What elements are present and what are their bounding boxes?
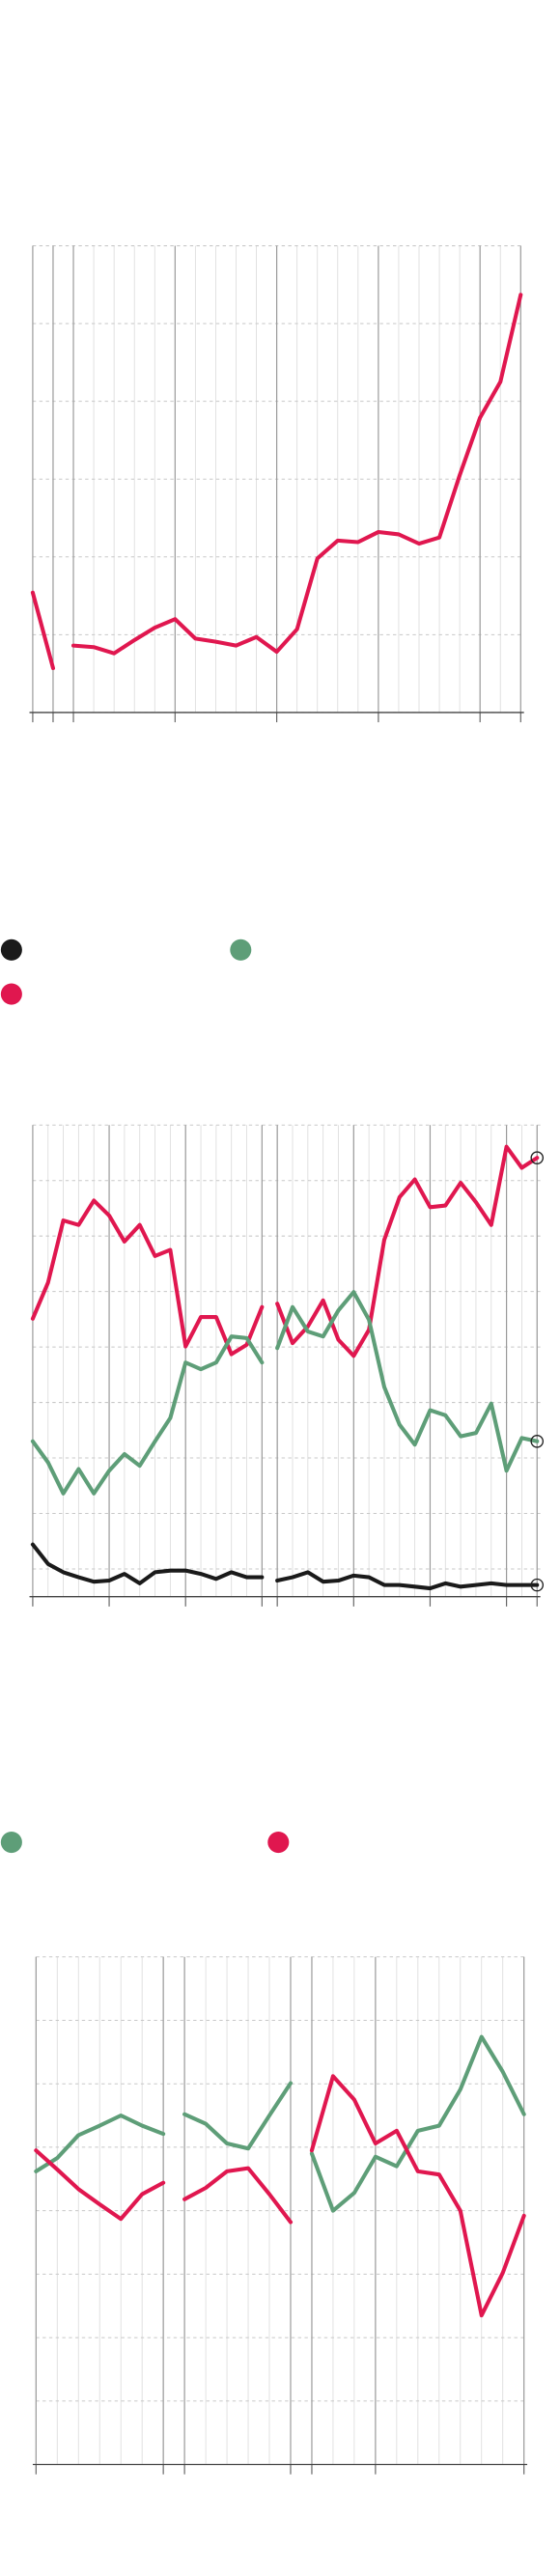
legend-swatch [0, 938, 22, 961]
legend-swatch [0, 1832, 22, 1854]
series-line [30, 1542, 540, 1591]
series-line [30, 1290, 540, 1496]
end-marker [530, 1151, 545, 1164]
end-marker [530, 1435, 545, 1448]
legend-swatch [0, 983, 22, 1005]
series-line [34, 2034, 526, 2213]
series-line [30, 293, 523, 671]
end-marker [530, 1578, 545, 1592]
series-line [30, 1144, 540, 1358]
legend-swatch [230, 938, 252, 961]
legend-swatch [267, 1832, 290, 1854]
series-line [34, 2074, 526, 2318]
